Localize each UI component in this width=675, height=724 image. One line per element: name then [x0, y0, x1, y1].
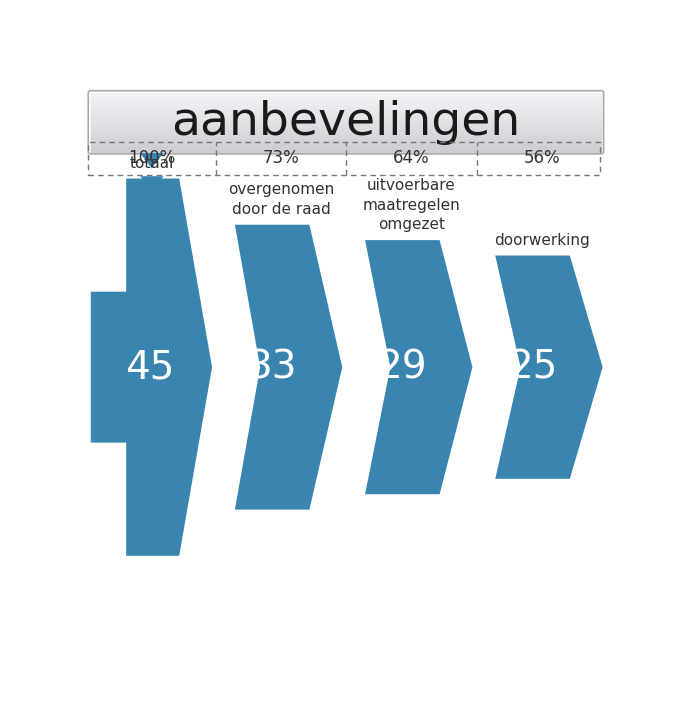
Bar — [90, 106, 601, 107]
Bar — [90, 139, 601, 140]
Bar — [90, 104, 601, 106]
Bar — [90, 118, 601, 119]
Bar — [90, 101, 601, 103]
Bar — [90, 136, 601, 137]
Text: overgenomen
door de raad: overgenomen door de raad — [228, 182, 334, 217]
Text: 64%: 64% — [393, 149, 430, 167]
Polygon shape — [235, 224, 342, 510]
Bar — [90, 104, 601, 105]
Bar — [90, 102, 601, 104]
Bar — [90, 147, 601, 148]
Bar — [90, 145, 601, 146]
Bar — [90, 96, 601, 98]
Bar — [90, 138, 601, 139]
Bar — [90, 146, 601, 147]
Polygon shape — [140, 153, 163, 169]
Bar — [90, 114, 601, 116]
Bar — [90, 117, 601, 118]
Bar — [90, 115, 601, 117]
Bar — [90, 94, 601, 96]
Bar — [90, 137, 601, 138]
Bar — [90, 133, 601, 134]
Bar — [90, 106, 601, 108]
Bar — [90, 117, 601, 119]
Bar — [90, 120, 601, 122]
Text: 56%: 56% — [523, 149, 560, 167]
Text: aanbevelingen: aanbevelingen — [171, 100, 520, 145]
Bar — [90, 93, 601, 95]
Bar — [90, 93, 601, 94]
Bar — [90, 109, 601, 110]
Text: 29: 29 — [377, 348, 427, 386]
Bar — [90, 111, 601, 112]
Text: 100%: 100% — [128, 149, 176, 167]
Bar — [90, 130, 601, 131]
Bar — [90, 144, 601, 145]
Bar — [90, 140, 601, 141]
Bar — [90, 96, 601, 97]
Bar — [90, 125, 601, 127]
Bar — [90, 119, 601, 121]
Polygon shape — [365, 240, 472, 494]
Bar — [90, 122, 601, 123]
Bar — [90, 114, 601, 115]
Bar — [90, 123, 601, 125]
Bar — [90, 113, 601, 114]
Bar — [90, 112, 601, 114]
Text: totaal: totaal — [130, 156, 174, 171]
Bar — [90, 101, 601, 102]
Bar — [90, 143, 601, 144]
Bar — [90, 142, 601, 143]
Bar — [90, 124, 601, 125]
Bar — [90, 135, 601, 136]
Bar — [90, 121, 601, 122]
Bar — [90, 127, 601, 129]
Polygon shape — [90, 179, 212, 556]
Text: 25: 25 — [508, 348, 558, 386]
Bar — [90, 98, 601, 99]
Bar — [90, 134, 601, 135]
Bar — [90, 125, 601, 126]
Bar — [90, 116, 601, 117]
Bar — [90, 99, 601, 101]
Bar — [88, 143, 600, 174]
Bar — [90, 107, 601, 109]
Text: 45: 45 — [126, 348, 175, 386]
Bar — [90, 109, 601, 111]
Bar — [90, 150, 601, 151]
Bar — [90, 100, 601, 101]
Text: uitvoerbare
maatregelen
omgezet: uitvoerbare maatregelen omgezet — [362, 178, 460, 232]
Bar — [90, 148, 601, 149]
Bar — [90, 98, 601, 100]
Bar — [90, 119, 601, 120]
Bar — [90, 129, 601, 130]
Bar — [90, 108, 601, 109]
Bar — [90, 95, 601, 96]
Bar — [90, 105, 601, 106]
Bar — [90, 126, 601, 127]
Bar — [90, 110, 601, 111]
Text: 73%: 73% — [263, 149, 300, 167]
Bar — [90, 97, 601, 98]
Bar — [90, 131, 601, 132]
Bar — [90, 128, 601, 130]
Text: doorwerking: doorwerking — [493, 233, 589, 248]
Bar — [90, 149, 601, 150]
Bar — [90, 103, 601, 104]
Bar — [90, 122, 601, 124]
Polygon shape — [140, 176, 163, 192]
Bar — [90, 127, 601, 128]
Bar — [90, 132, 601, 133]
Bar — [90, 111, 601, 113]
Polygon shape — [495, 256, 603, 479]
Bar — [90, 141, 601, 142]
Text: 33: 33 — [248, 348, 297, 386]
